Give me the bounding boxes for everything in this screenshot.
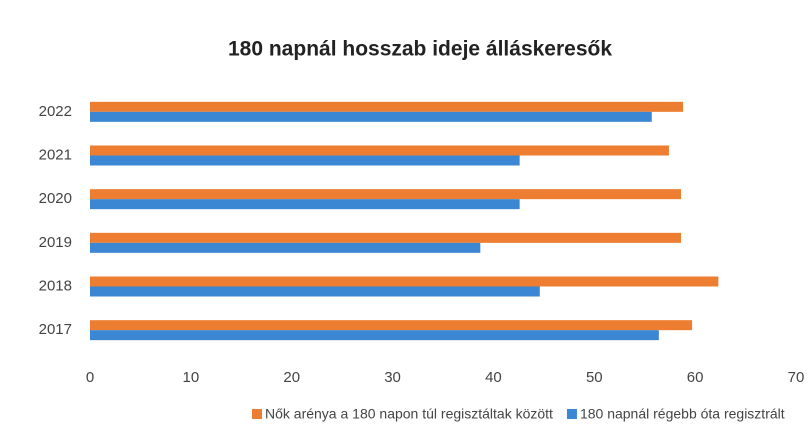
x-tick-label: 40: [485, 369, 502, 386]
y-tick-label: 2017: [39, 321, 72, 338]
x-tick-label: 0: [86, 369, 94, 386]
y-tick-label: 2018: [39, 277, 72, 294]
bar: [90, 101, 684, 112]
bar: [90, 330, 659, 341]
y-tick-label: 2021: [39, 146, 72, 163]
legend-label: Nők arénya a 180 napon túl regisztáltak …: [265, 406, 553, 422]
bar: [90, 286, 540, 297]
bar: [90, 232, 682, 243]
x-tick-label: 60: [687, 369, 704, 386]
bar: [90, 111, 652, 122]
y-tick-label: 2019: [39, 234, 72, 251]
y-tick-label: 2020: [39, 190, 72, 207]
x-tick-label: 20: [283, 369, 300, 386]
bar: [90, 242, 481, 253]
x-tick-label: 10: [183, 369, 200, 386]
bar: [90, 189, 682, 200]
legend-swatch: [252, 409, 262, 419]
chart-title: 180 napnál hosszab ideje álláskeresők: [228, 38, 612, 61]
legend-swatch: [566, 409, 577, 419]
bar: [90, 276, 719, 287]
x-tick-label: 30: [384, 369, 401, 386]
x-tick-label: 70: [788, 369, 805, 386]
legend-label: 180 napnál régebb óta regisztrált: [580, 406, 785, 422]
bar: [90, 320, 693, 331]
bar: [90, 145, 669, 156]
y-tick-label: 2022: [39, 103, 72, 120]
x-tick-label: 50: [586, 369, 603, 386]
bar: [90, 155, 520, 166]
bar: [90, 199, 520, 210]
